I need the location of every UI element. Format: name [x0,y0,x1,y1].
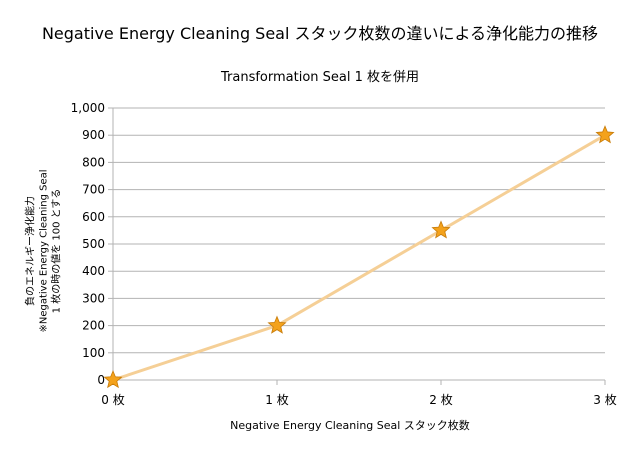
x-tick-labels: 0 枚 1 枚 2 枚 3 枚 [101,392,616,407]
y-tick-label: 300 [82,291,105,305]
x-tick-label: 1 枚 [265,392,288,407]
y-tick-label: 700 [82,183,105,197]
y-tick-label: 500 [82,237,105,251]
axes [108,107,606,385]
y-tick-label: 0 [97,373,105,387]
y-tick-label: 1,000 [71,101,105,115]
y-tick-label: 100 [82,346,105,360]
y-tick-label: 400 [82,264,105,278]
data-point-star [103,369,123,389]
y-tick-label: 900 [82,128,105,142]
series-line [111,133,607,382]
chart-subtitle: Transformation Seal 1 枚を併用 [220,70,420,85]
data-point-star [267,315,287,334]
data-point-star [431,220,451,239]
x-tick-label: 2 枚 [429,392,452,407]
data-point-star [595,125,615,144]
series-polyline [111,133,607,382]
series-markers [103,125,615,389]
y-axis-label-line-3: 1 枚の時の値を 100 とする [51,188,63,314]
x-axis-label: Negative Energy Cleaning Seal スタック枚数 [230,419,470,432]
x-tick-label: 0 枚 [101,392,124,407]
y-tick-label: 800 [82,155,105,169]
y-axis-label-line-1: 負のエネルギー浄化能力 [25,196,37,306]
y-tick-label: 200 [82,319,105,333]
y-tick-label: 600 [82,210,105,224]
x-tick-label: 3 枚 [593,392,616,407]
gridlines [113,107,605,354]
y-tick-labels: 0 100 200 300 400 500 600 700 800 900 1,000 [71,101,105,387]
chart-title: Negative Energy Cleaning Seal スタック枚数の違いに… [41,24,599,43]
y-axis-label-line-2: ※Negative Energy Cleaning Seal [38,169,50,333]
